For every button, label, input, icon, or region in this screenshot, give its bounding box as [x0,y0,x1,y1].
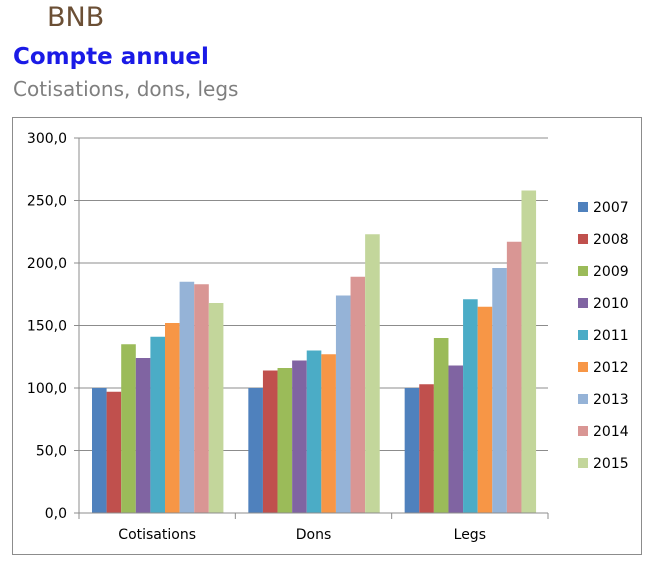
page-title: Compte annuel [13,44,209,70]
legend-label-2009: 2009 [593,264,629,280]
brand-logo-text: BNB [47,2,105,33]
legend-swatch-2009 [578,266,588,276]
bar-cotisations-2008 [106,391,122,513]
bar-legs-2007 [404,388,420,513]
bar-legs-2009 [433,338,449,513]
bar-cotisations-2014 [194,284,209,513]
bar-dons-2007 [248,388,263,513]
legend-label-2013: 2013 [593,392,629,408]
x-category-label: Legs [454,527,486,543]
legend-swatch-2012 [578,362,588,372]
legend-swatch-2007 [578,202,588,212]
legend-swatch-2015 [578,458,588,468]
y-tick-label: 100,0 [27,381,67,397]
y-tick-label: 0,0 [45,506,67,522]
x-category-label: Dons [296,527,332,543]
y-tick-label: 250,0 [27,194,67,210]
bar-dons-2008 [262,370,278,513]
legend-label-2010: 2010 [593,296,629,312]
bar-dons-2011 [306,350,322,513]
y-tick-label: 200,0 [27,256,67,272]
legend-swatch-2010 [578,298,588,308]
bar-legs-2014 [506,241,522,513]
bar-dons-2010 [292,360,307,513]
bar-legs-2012 [477,306,493,513]
legend-swatch-2011 [578,330,588,340]
legend-label-2011: 2011 [593,328,629,344]
page-subtitle: Cotisations, dons, legs [13,77,239,101]
legend-swatch-2014 [578,426,588,436]
bar-dons-2012 [321,354,336,513]
legend-label-2007: 2007 [593,200,629,216]
bar-cotisations-2010 [135,358,151,513]
bar-dons-2014 [350,276,366,513]
axes: 0,0 50,0 100,0 150,0 200,0 250,0 300,0 Cotisati… [27,131,549,543]
bar-dons-2015 [365,234,380,513]
y-tick-label: 300,0 [27,131,67,147]
legend-swatch-2013 [578,394,588,404]
bar-legs-2008 [419,384,434,513]
bar-legs-2011 [463,299,478,513]
bar-cotisations-2012 [165,323,180,513]
legend: 2007 2008 2009 2010 2011 2012 2013 2014 2015 [578,200,629,472]
legend-swatch-2008 [578,234,588,244]
bar-legs-2013 [492,268,507,513]
legend-label-2014: 2014 [593,424,629,440]
x-category-label: Cotisations [118,527,196,543]
bar-cotisations-2015 [208,303,224,513]
bar-legs-2010 [448,365,464,513]
bars [92,190,537,513]
y-tick-label: 50,0 [36,444,67,460]
legend-label-2012: 2012 [593,360,629,376]
bar-dons-2009 [277,368,293,513]
bar-cotisations-2013 [179,281,195,513]
bar-dons-2013 [335,295,351,513]
bar-cotisations-2007 [92,388,107,513]
legend-label-2015: 2015 [593,456,629,472]
chart-frame: 0,0 50,0 100,0 150,0 200,0 250,0 300,0 Cotisati… [12,117,642,555]
bar-cotisations-2009 [121,344,136,513]
bar-chart: 0,0 50,0 100,0 150,0 200,0 250,0 300,0 Cotisati… [27,131,629,543]
bar-cotisations-2011 [150,336,165,513]
legend-label-2008: 2008 [593,232,629,248]
bar-legs-2015 [521,190,537,513]
y-tick-label: 150,0 [27,319,67,335]
